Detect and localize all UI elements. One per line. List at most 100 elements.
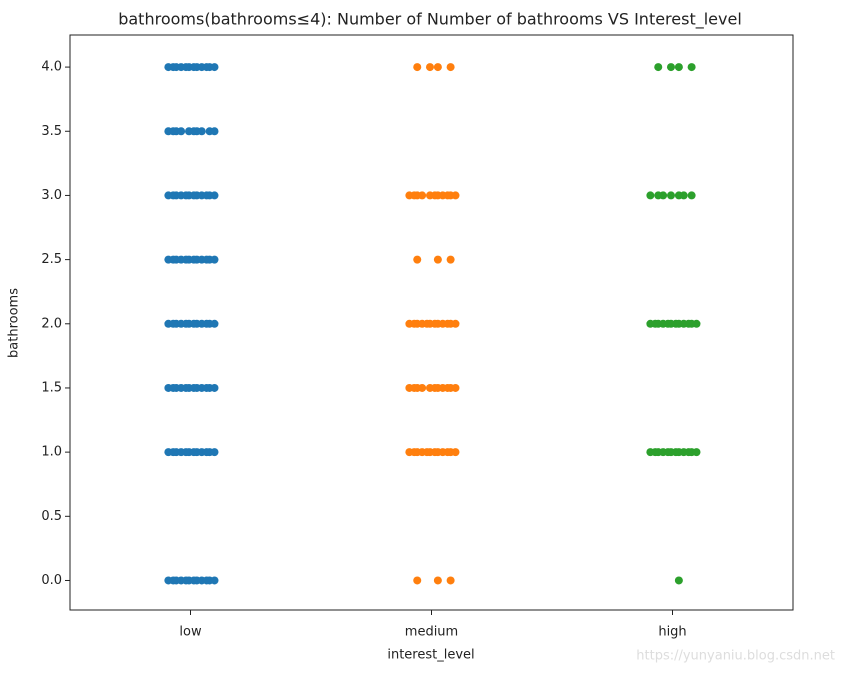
y-tick-label: 1.5: [41, 380, 62, 395]
point: [451, 319, 460, 328]
point: [202, 383, 211, 392]
point: [210, 63, 219, 72]
point: [651, 448, 660, 457]
point: [210, 319, 219, 328]
y-tick-label: 0.0: [41, 573, 62, 588]
point: [202, 63, 211, 72]
point: [418, 383, 427, 392]
y-tick-label: 0.5: [41, 509, 62, 524]
point: [443, 448, 452, 457]
point: [197, 127, 206, 136]
point: [181, 255, 190, 264]
point: [451, 383, 460, 392]
chart-title: bathrooms(bathrooms≤4): Number of Number…: [118, 10, 742, 30]
point: [181, 63, 190, 72]
y-tick-label: 4.0: [41, 60, 62, 75]
point: [189, 127, 198, 136]
point: [433, 576, 442, 585]
point: [410, 191, 419, 200]
point: [189, 63, 198, 72]
point: [674, 63, 683, 72]
point: [451, 448, 460, 457]
point: [433, 255, 442, 264]
point: [189, 255, 198, 264]
point: [210, 255, 219, 264]
point: [210, 576, 219, 585]
x-tick-label: high: [658, 625, 686, 640]
point: [177, 127, 186, 136]
point: [169, 576, 178, 585]
x-tick-label: low: [179, 625, 202, 640]
point: [413, 255, 422, 264]
point: [692, 319, 701, 328]
point: [666, 191, 675, 200]
point: [692, 448, 701, 457]
point: [446, 576, 455, 585]
point: [663, 448, 672, 457]
point: [446, 63, 455, 72]
point: [169, 127, 178, 136]
point: [422, 319, 431, 328]
point: [687, 191, 696, 200]
point: [451, 191, 460, 200]
watermark: https://yunyaniu.blog.csdn.net: [636, 649, 835, 664]
point: [410, 448, 419, 457]
point: [202, 576, 211, 585]
point: [210, 191, 219, 200]
point: [181, 319, 190, 328]
point: [169, 63, 178, 72]
point: [210, 127, 219, 136]
point: [413, 576, 422, 585]
point: [663, 319, 672, 328]
point: [687, 63, 696, 72]
point: [443, 191, 452, 200]
point: [202, 191, 211, 200]
point: [413, 63, 422, 72]
point: [671, 319, 680, 328]
point: [651, 319, 660, 328]
point: [202, 319, 211, 328]
point: [189, 448, 198, 457]
point: [181, 576, 190, 585]
point: [418, 191, 427, 200]
point: [181, 191, 190, 200]
point: [430, 191, 439, 200]
point: [674, 576, 683, 585]
point: [679, 191, 688, 200]
point: [181, 448, 190, 457]
point: [433, 63, 442, 72]
y-axis-label: bathrooms: [7, 288, 22, 358]
y-tick-label: 3.0: [41, 188, 62, 203]
point: [430, 319, 439, 328]
y-tick-label: 3.5: [41, 124, 62, 139]
point: [422, 448, 431, 457]
point: [430, 448, 439, 457]
point: [446, 255, 455, 264]
point: [189, 383, 198, 392]
point: [202, 255, 211, 264]
point: [202, 448, 211, 457]
point: [169, 448, 178, 457]
y-tick-label: 2.5: [41, 252, 62, 267]
point: [189, 319, 198, 328]
point: [671, 448, 680, 457]
x-tick-label: medium: [405, 625, 458, 640]
point: [169, 191, 178, 200]
point: [654, 63, 663, 72]
point: [646, 191, 655, 200]
point: [189, 191, 198, 200]
point: [181, 383, 190, 392]
point: [410, 319, 419, 328]
point: [684, 319, 693, 328]
point: [443, 383, 452, 392]
x-axis-label: interest_level: [387, 648, 474, 663]
point: [210, 448, 219, 457]
point: [684, 448, 693, 457]
point: [659, 191, 668, 200]
point: [169, 383, 178, 392]
point: [443, 319, 452, 328]
point: [210, 383, 219, 392]
point: [430, 383, 439, 392]
point: [169, 319, 178, 328]
